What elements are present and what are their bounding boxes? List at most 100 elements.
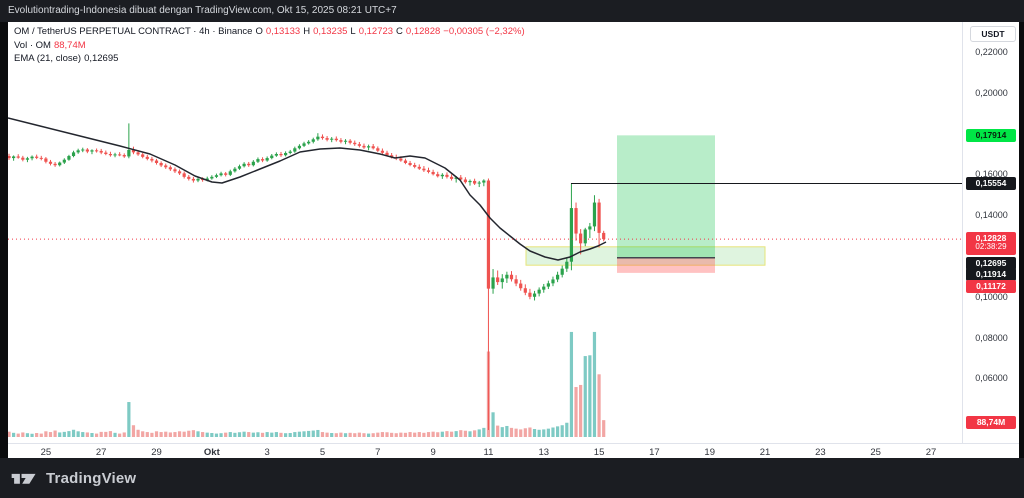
volume-bar <box>25 433 30 437</box>
volume-bar <box>210 433 214 437</box>
tradingview-logo-icon[interactable] <box>10 469 38 487</box>
volume-bar <box>449 431 454 437</box>
volume-bar <box>339 432 343 437</box>
candle-body <box>62 159 66 163</box>
candle-body <box>201 178 205 181</box>
candle-body <box>330 138 334 140</box>
legend-text: 0,12828 <box>405 26 441 37</box>
candle-body <box>76 150 80 153</box>
volume-bar <box>48 432 53 437</box>
volume-bar <box>436 432 440 437</box>
volume-bar <box>334 433 338 437</box>
candle-body <box>247 163 251 166</box>
candle-body <box>482 180 486 183</box>
volume-bar <box>265 432 269 437</box>
volume-bar <box>187 430 191 437</box>
volume-bar <box>509 427 514 437</box>
price-tick-label: 0,20000 <box>975 87 1008 98</box>
candle-close-countdown: 02:38:29 <box>975 242 1007 251</box>
candle-body <box>279 154 283 156</box>
candle-body <box>311 139 315 142</box>
long-position-stop-box[interactable] <box>617 257 715 273</box>
candle-body <box>417 166 421 169</box>
volume-bar <box>445 431 449 437</box>
volume-bar <box>482 427 486 437</box>
time-tick-label: 25 <box>870 447 881 458</box>
candle-body <box>270 155 274 159</box>
candle-body <box>362 145 366 148</box>
candle-body <box>440 174 444 177</box>
time-axis[interactable]: 25 27 29 Okt 3 5 7 9 11 13 15 17 19 21 23 25 27 <box>8 444 962 458</box>
volume-bar <box>279 432 283 437</box>
stop-price-label: 0,11172 <box>966 279 1016 293</box>
volume-bar <box>532 429 537 437</box>
legend-ema-row[interactable]: EMA (21, close) 0,12695 <box>14 52 528 66</box>
price-tick-label: 0,06000 <box>975 373 1008 384</box>
volume-bar <box>90 433 94 437</box>
volume-bar <box>408 432 412 437</box>
chart-canvas[interactable] <box>8 22 962 458</box>
candle-body <box>376 148 380 151</box>
price-axis[interactable]: USDT 0,22000 0,20000 0,16000 0,14000 0,10000… <box>962 22 1019 443</box>
volume-bar <box>118 433 122 437</box>
last-price-label: 0,12828 02:38:29 <box>966 232 1016 255</box>
volume-bar <box>537 429 541 437</box>
candle-body <box>477 182 481 184</box>
volume-bar <box>67 431 71 437</box>
candle-body <box>288 151 292 153</box>
candle-body <box>426 170 431 172</box>
candle-body <box>302 143 306 146</box>
time-tick-label: 17 <box>649 447 660 458</box>
time-tick-label: 9 <box>430 447 436 458</box>
volume-bar <box>256 432 260 437</box>
candle-body <box>551 279 555 284</box>
candle-body <box>459 177 463 180</box>
volume-bar <box>173 432 177 437</box>
entry-price-label: 0,11914 <box>966 267 1016 281</box>
volume-bar <box>99 431 103 437</box>
volume-bar <box>85 432 89 437</box>
volume-value-label: 88,74M <box>966 415 1016 429</box>
legend-text: 0,13133 <box>265 26 301 37</box>
candle-body <box>39 157 43 159</box>
legend-text: O <box>255 26 263 37</box>
candle-body <box>542 286 546 290</box>
candle-body <box>71 152 76 157</box>
candle-body <box>390 155 394 158</box>
volume-bar <box>131 425 136 437</box>
candle-body <box>196 178 200 181</box>
candle-body <box>445 174 449 177</box>
candle-body <box>177 171 182 174</box>
legend-volume-row[interactable]: Vol · OM 88,74M <box>14 39 528 53</box>
candle-body <box>191 178 195 181</box>
long-position-profit-box[interactable] <box>617 135 715 258</box>
price-tick-label: 0,14000 <box>975 210 1008 221</box>
tradingview-brand-text[interactable]: TradingView <box>46 469 137 487</box>
volume-bar <box>519 429 523 437</box>
legend-symbol-row[interactable]: OM / TetherUS PERPETUAL CONTRACT · 4h · … <box>14 25 528 39</box>
volume-bar <box>270 432 274 437</box>
chart-pane[interactable]: OM / TetherUS PERPETUAL CONTRACT · 4h · … <box>8 22 1019 458</box>
candle-body <box>366 146 371 148</box>
supply-demand-zone-rectangle[interactable] <box>525 246 766 266</box>
ema-21-line[interactable] <box>8 117 607 261</box>
volume-bar <box>390 432 394 437</box>
candle-body <box>399 158 403 161</box>
candle-body <box>30 156 34 159</box>
candle-body <box>104 152 108 154</box>
price-tick-label: 0,22000 <box>975 47 1008 57</box>
candle-body <box>210 176 214 179</box>
candle-body <box>94 150 99 152</box>
candle-body <box>21 157 25 160</box>
candle-body <box>528 292 532 297</box>
legend-text: −0,00305 (−2,32%) <box>443 26 525 37</box>
volume-bar <box>233 432 237 437</box>
volume-bar <box>8 431 11 437</box>
candle-body <box>12 156 16 159</box>
chart-legend[interactable]: OM / TetherUS PERPETUAL CONTRACT · 4h · … <box>14 25 528 66</box>
volume-bar <box>574 387 578 437</box>
volume-bar <box>260 432 265 437</box>
volume-bar <box>113 432 117 437</box>
volume-bar <box>164 431 168 437</box>
currency-button[interactable]: USDT <box>970 26 1016 42</box>
